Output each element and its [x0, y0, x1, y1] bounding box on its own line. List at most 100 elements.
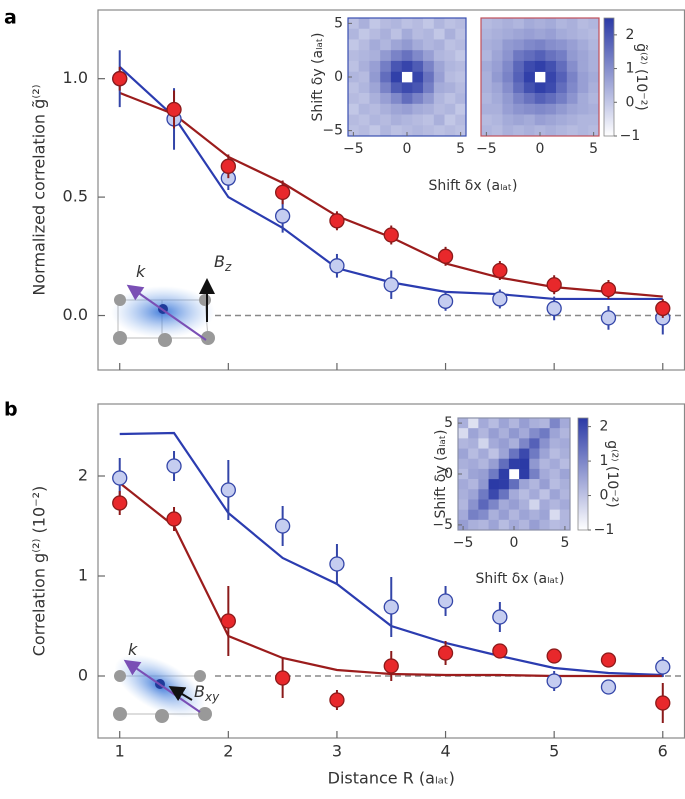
heatmap-cell: [433, 125, 445, 137]
data-point: [655, 659, 671, 675]
heatmap-cell: [534, 125, 546, 137]
heatmap-cell: [529, 428, 540, 439]
heatmap-cell: [380, 50, 392, 62]
colorbar-tick-label: −1: [620, 128, 641, 144]
heatmap-cell: [390, 60, 402, 72]
heatmap-cell: [566, 93, 578, 105]
heatmap-cell: [539, 519, 550, 531]
heatmap-cell: [539, 458, 550, 470]
data-point: [655, 300, 671, 317]
heatmap-cell: [588, 71, 600, 83]
heatmap-cell: [566, 125, 578, 137]
inset: −5 0 5 −5 0 5 −5 0 5 −1 0 1 2g̃⁽²⁾ (10⁻²) Shift δx (a…: [310, 15, 649, 194]
heatmap-cell: [444, 60, 456, 72]
heatmap-cell: [423, 93, 435, 105]
heatmap-cell: [577, 28, 589, 40]
data-point: [546, 277, 562, 293]
heatmap-cell: [513, 28, 525, 40]
heatmap-cell: [588, 114, 600, 126]
inset-x-tick-label: 5: [589, 141, 598, 157]
heatmap-cell: [559, 448, 571, 460]
heatmap-cell: [348, 18, 360, 30]
heatmap-cell: [513, 125, 525, 137]
annotation: k: [128, 640, 138, 659]
heatmap-cell: [545, 50, 557, 62]
heatmap-cell: [545, 114, 557, 126]
data-point: [546, 673, 562, 689]
heatmap-cell: [519, 448, 530, 460]
heatmap-cell: [478, 519, 489, 531]
heatmap-cell: [559, 468, 571, 480]
heatmap-cell: [380, 114, 392, 126]
heatmap-cell: [481, 82, 493, 94]
heatmap-cell: [529, 438, 540, 449]
heatmap-cell: [566, 103, 578, 115]
data-point: [655, 695, 671, 711]
heatmap-cell: [529, 468, 540, 480]
heatmap-cell: [444, 103, 456, 115]
heatmap-cell: [534, 103, 546, 115]
heatmap-cell: [491, 18, 503, 30]
heatmap-cell: [577, 71, 589, 83]
heatmap-cell: [523, 114, 535, 126]
heatmap-cell: [534, 50, 546, 62]
heatmap-cell: [369, 103, 381, 115]
heatmap-cell: [513, 50, 525, 62]
heatmap-cell: [412, 93, 424, 105]
heatmap-cell: [556, 114, 568, 126]
lattice-icon: [111, 278, 215, 347]
heatmap-cell: [390, 114, 402, 126]
x-tick-label: 5: [549, 742, 559, 761]
heatmap-cell: [508, 418, 520, 429]
inset-y-tick-label: 0: [334, 69, 343, 85]
heatmap-cell: [549, 448, 561, 460]
colorbar-tick-label: −1: [594, 522, 615, 538]
heatmap-cell: [444, 82, 456, 94]
heatmap-cell: [519, 468, 530, 480]
annotation-text: B: [214, 252, 225, 271]
heatmap-cell: [468, 509, 479, 521]
heatmap-cell: [369, 39, 381, 51]
data-point: [329, 258, 345, 274]
heatmap-cell: [577, 60, 589, 72]
heatmap-cell: [559, 418, 571, 429]
data-point: [112, 470, 128, 486]
heatmap-cell: [588, 50, 600, 62]
heatmap-cell: [566, 60, 578, 72]
heatmap-cell: [549, 438, 561, 449]
heatmap-cell: [529, 519, 540, 531]
heatmap-cell: [358, 103, 370, 115]
heatmap-cell: [519, 458, 530, 470]
inset-x-tick-label: −5: [343, 141, 364, 157]
heatmap-cell: [498, 519, 510, 531]
inset-y-tick-label: 5: [334, 15, 343, 31]
heatmap-cell: [433, 103, 445, 115]
heatmap-cell: [412, 39, 424, 51]
data-point: [383, 599, 399, 615]
heatmap-cell: [577, 39, 589, 51]
inset-x-label: Shift δx (aₗₐₜ): [428, 178, 517, 194]
heatmap-cell: [478, 438, 489, 449]
inset-x-label: Shift δx (aₗₐₜ): [475, 571, 564, 587]
inset-x-tick-label: 5: [560, 535, 569, 551]
heatmap-cell: [556, 28, 568, 40]
colorbar-tick-label: 2: [600, 419, 609, 435]
heatmap-cell: [545, 82, 557, 94]
heatmap-cell: [519, 489, 530, 500]
heatmap-cell: [549, 468, 561, 480]
heatmap-cell: [545, 125, 557, 137]
heatmap-cell: [369, 82, 381, 94]
annotation-sub: xy: [204, 690, 220, 704]
heatmap-cell: [433, 28, 445, 40]
heatmap-cell: [566, 28, 578, 40]
heatmap-cell: [455, 103, 467, 115]
heatmap-cell: [491, 114, 503, 126]
heatmap-cell: [539, 489, 550, 500]
heatmap-cell: [566, 50, 578, 62]
heatmap-cell: [369, 114, 381, 126]
heatmap-cell: [444, 93, 456, 105]
heatmap-cell: [458, 428, 469, 439]
lattice-icon: [113, 654, 212, 723]
heatmap-cell: [502, 50, 514, 62]
heatmap-cell: [534, 60, 546, 72]
